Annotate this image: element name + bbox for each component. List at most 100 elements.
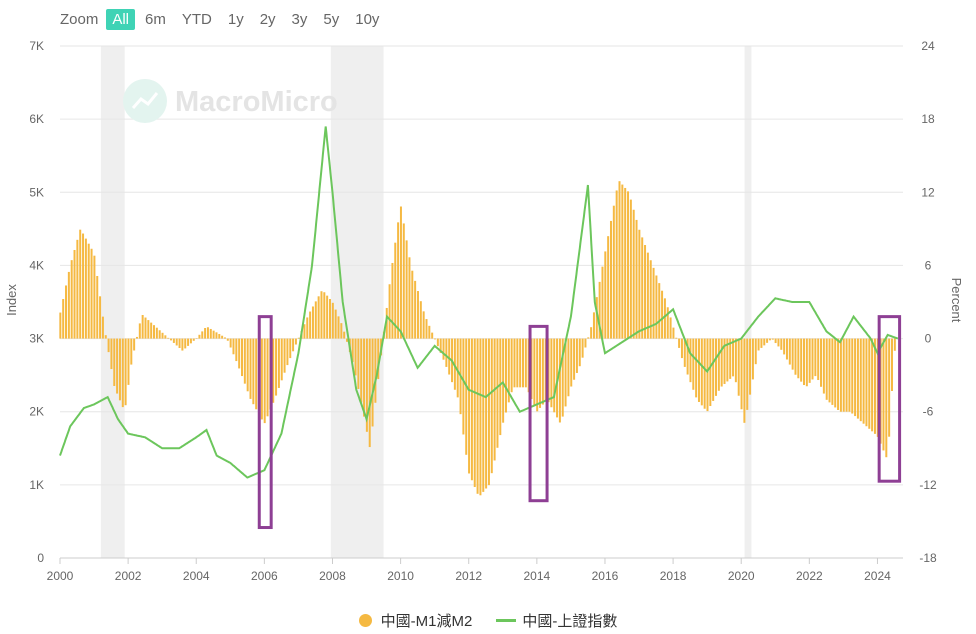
m1m2-bar bbox=[204, 328, 207, 339]
m1m2-bar bbox=[507, 338, 510, 403]
m1m2-bar bbox=[96, 275, 99, 339]
right-tick-label: -12 bbox=[919, 478, 937, 492]
m1m2-bar bbox=[712, 338, 715, 401]
m1m2-bar bbox=[255, 338, 258, 410]
legend-dot-icon bbox=[358, 614, 372, 627]
m1m2-bar bbox=[397, 222, 400, 339]
m1m2-bar bbox=[320, 291, 323, 339]
m1m2-bar bbox=[249, 338, 252, 399]
m1m2-bar bbox=[524, 338, 527, 388]
left-tick-label: 6K bbox=[29, 112, 44, 126]
m1m2-bar bbox=[153, 325, 156, 339]
zoom-button-ytd[interactable]: YTD bbox=[181, 10, 212, 28]
zoom-button-3y[interactable]: 3y bbox=[291, 10, 308, 28]
m1m2-bar bbox=[150, 322, 153, 339]
m1m2-bar bbox=[164, 335, 167, 339]
right-tick-label: 18 bbox=[921, 112, 935, 126]
zoom-button-1y[interactable]: 1y bbox=[227, 10, 244, 28]
legend-item-m1m2[interactable]: 中國-M1減M2 bbox=[358, 610, 472, 631]
m1m2-bar bbox=[411, 270, 414, 339]
x-tick-label: 2004 bbox=[183, 569, 210, 583]
legend-item-index[interactable]: 中國-上證指數 bbox=[496, 610, 617, 631]
m1m2-bar bbox=[232, 338, 235, 355]
m1m2-bar bbox=[592, 312, 595, 339]
m1m2-bar bbox=[575, 338, 578, 373]
gridlines bbox=[60, 45, 903, 559]
shaded-period bbox=[330, 46, 384, 558]
m1m2-bar bbox=[465, 338, 468, 455]
left-tick-label: 1K bbox=[29, 478, 44, 492]
zoom-button-5y[interactable]: 5y bbox=[323, 10, 340, 28]
m1m2-bar bbox=[632, 209, 635, 339]
m1m2-bar bbox=[116, 338, 119, 394]
m1m2-bar bbox=[658, 283, 661, 339]
m1m2-bar bbox=[737, 338, 740, 396]
m1m2-bar bbox=[865, 338, 868, 427]
m1m2-bar bbox=[280, 338, 283, 381]
m1m2-bar bbox=[680, 338, 683, 359]
m1m2-bar bbox=[277, 338, 280, 388]
x-tick-label: 2002 bbox=[115, 569, 142, 583]
m1m2-bar bbox=[700, 338, 703, 406]
m1m2-bar bbox=[221, 335, 224, 339]
m1m2-bar bbox=[771, 338, 774, 340]
m1m2-bar bbox=[751, 338, 754, 380]
m1m2-bar bbox=[229, 338, 232, 348]
m1m2-bar bbox=[133, 338, 136, 351]
m1m2-bar bbox=[661, 290, 664, 339]
m1m2-bar bbox=[638, 229, 641, 339]
left-tick-label: 0 bbox=[37, 551, 44, 565]
m1m2-bar bbox=[627, 191, 630, 339]
m1m2-bar bbox=[692, 338, 695, 390]
m1m2-bar bbox=[814, 338, 817, 377]
m1m2-bar bbox=[473, 338, 476, 488]
m1m2-bar bbox=[536, 338, 539, 412]
m1m2-bar bbox=[428, 325, 431, 339]
m1m2-bar bbox=[808, 338, 811, 383]
m1m2-bar bbox=[357, 338, 360, 389]
m1m2-bar bbox=[172, 338, 175, 343]
m1m2-bar bbox=[885, 338, 888, 458]
m1m2-bar bbox=[757, 338, 760, 351]
m1m2-bar bbox=[456, 338, 459, 398]
m1m2-bar bbox=[800, 338, 803, 382]
m1m2-bar bbox=[834, 338, 837, 408]
m1m2-bar bbox=[283, 338, 286, 373]
m1m2-bar bbox=[609, 220, 612, 339]
m1m2-bar bbox=[104, 335, 107, 339]
m1m2-bar bbox=[785, 338, 788, 360]
m1m2-bar bbox=[533, 338, 536, 406]
m1m2-bar bbox=[309, 311, 312, 339]
m1m2-bar bbox=[856, 338, 859, 419]
right-tick-label: -6 bbox=[923, 405, 934, 419]
m1m2-bar bbox=[859, 338, 862, 422]
m1m2-bar bbox=[502, 338, 505, 423]
x-tick-label: 2008 bbox=[319, 569, 346, 583]
m1m2-bar bbox=[127, 338, 130, 385]
zoom-button-10y[interactable]: 10y bbox=[355, 10, 380, 28]
m1m2-bar bbox=[811, 338, 814, 380]
m1m2-bar bbox=[189, 338, 192, 344]
m1m2-bar bbox=[184, 338, 187, 349]
m1m2-bar bbox=[703, 338, 706, 409]
m1m2-bar bbox=[581, 338, 584, 358]
m1m2-bar bbox=[84, 238, 87, 339]
zoom-button-6m[interactable]: 6m bbox=[145, 10, 166, 28]
x-tick-label: 2000 bbox=[47, 569, 74, 583]
m1m2-bar bbox=[646, 252, 649, 339]
m1m2-bar bbox=[79, 229, 82, 339]
zoom-button-2y[interactable]: 2y bbox=[259, 10, 276, 28]
zoom-button-all[interactable]: All bbox=[106, 8, 136, 30]
m1m2-bar bbox=[695, 338, 698, 398]
m1m2-bar bbox=[649, 260, 652, 339]
m1m2-bar bbox=[490, 338, 493, 474]
right-tick-label: 24 bbox=[921, 39, 935, 53]
m1m2-bar bbox=[209, 328, 212, 339]
m1m2-bar bbox=[343, 331, 346, 339]
m1m2-bar bbox=[90, 248, 93, 339]
m1m2-bar bbox=[601, 266, 604, 339]
m1m2-bar bbox=[890, 338, 893, 391]
m1m2-bar bbox=[368, 338, 371, 448]
m1m2-bar bbox=[365, 338, 368, 432]
m1m2-bar bbox=[354, 338, 357, 376]
